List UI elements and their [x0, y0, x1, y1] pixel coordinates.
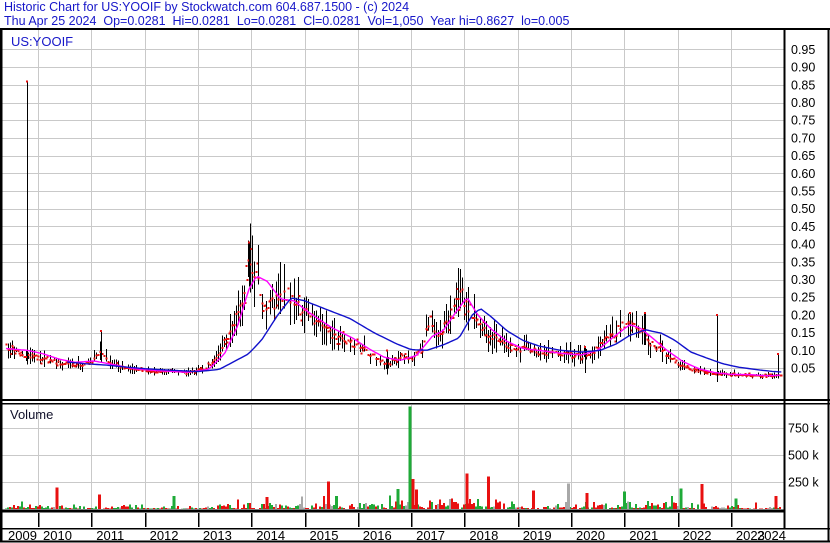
ma-fast-line [5, 275, 781, 377]
year-axis-label: 2012 [150, 528, 179, 543]
price-axis-tick: 0.80 [791, 96, 815, 110]
price-axis-tick: 0.35 [791, 255, 815, 269]
price-axis-tick: 0.55 [791, 185, 815, 199]
symbol-label: US:YOOIF [11, 34, 74, 49]
volume-axis-tick: 250 k [788, 476, 819, 490]
volume-axis-tick: 750 k [788, 422, 819, 436]
chart-quote-summary: Thu Apr 25 2024 Op=0.0281 Hi=0.0281 Lo=0… [4, 14, 570, 28]
price-axis-tick: 0.25 [791, 291, 815, 305]
year-axis-label: 2023 [736, 528, 765, 543]
price-axis-tick: 0.85 [791, 78, 815, 92]
year-axis-label: 2016 [363, 528, 392, 543]
volume-panel-label: Volume [10, 407, 54, 422]
price-axis-tick: 0.50 [791, 202, 815, 216]
year-axis-label: 2011 [96, 528, 124, 543]
axis-labels: 0.95 0.90 0.85 0.80 0.75 0.70 0.65 0.60 0.55 0.50… [8, 43, 819, 543]
price-axis-tick: 0.05 [791, 362, 815, 376]
year-axis-label: 2024 [757, 528, 786, 543]
price-axis-tick: 0.90 [791, 61, 815, 75]
year-axis-label: 2020 [576, 528, 605, 543]
price-axis-tick: 0.40 [791, 238, 815, 252]
price-axis-tick: 0.15 [791, 326, 815, 340]
chart-frame [0, 28, 830, 543]
volume-axis-tick: 500 k [788, 449, 819, 463]
year-axis-label: 2022 [683, 528, 712, 543]
price-axis-tick: 0.45 [791, 220, 815, 234]
price-axis-tick: 0.30 [791, 273, 815, 287]
volume-bars [5, 406, 781, 509]
price-axis-tick: 0.75 [791, 114, 815, 128]
year-axis-label: 2015 [310, 528, 339, 543]
year-axis-label: 2009 [8, 528, 37, 543]
year-axis-label: 2010 [43, 528, 72, 543]
year-axis-label: 2014 [256, 528, 285, 543]
price-bars [5, 80, 783, 383]
price-axis-tick: 0.20 [791, 308, 815, 322]
year-axis-label: 2013 [203, 528, 232, 543]
year-axis-label: 2021 [629, 528, 658, 543]
ma-slow-line [67, 297, 782, 373]
price-axis-tick: 0.60 [791, 167, 815, 181]
price-axis-tick: 0.65 [791, 149, 815, 163]
chart-title: Historic Chart for US:YOOIF by Stockwatc… [4, 0, 410, 14]
price-axis-tick: 0.70 [791, 131, 815, 145]
gridlines [2, 30, 784, 509]
year-axis-label: 2019 [523, 528, 552, 543]
price-axis-tick: 0.95 [791, 43, 815, 57]
year-axis-label: 2018 [469, 528, 498, 543]
year-axis-label: 2017 [416, 528, 445, 543]
price-axis-tick: 0.10 [791, 344, 815, 358]
